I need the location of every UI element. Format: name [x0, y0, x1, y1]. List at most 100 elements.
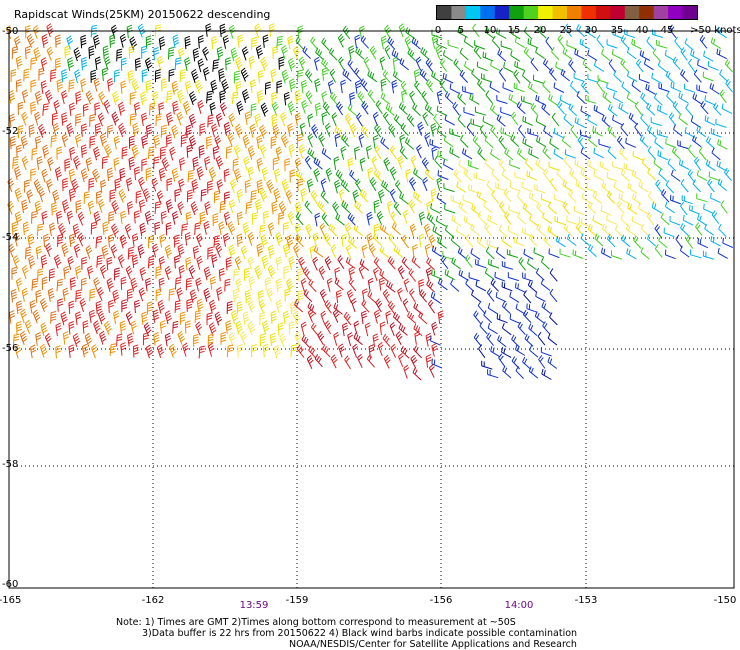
wind-barb — [245, 201, 252, 215]
wind-barb — [494, 271, 506, 282]
wind-barb — [198, 145, 205, 159]
wind-barb — [443, 159, 454, 171]
wind-barb — [210, 79, 218, 94]
wind-barb — [44, 333, 52, 348]
wind-barb — [359, 258, 370, 271]
wind-barb — [216, 46, 224, 61]
wind-barb — [347, 59, 355, 73]
wind-barb — [645, 83, 656, 95]
wind-barb — [696, 125, 707, 138]
wind-barb — [294, 331, 302, 346]
wind-barb — [606, 172, 618, 182]
wind-barb — [522, 272, 534, 282]
wind-barb — [490, 278, 499, 292]
wind-barb — [38, 67, 45, 81]
wind-barb — [412, 367, 422, 381]
wind-barb — [61, 133, 69, 148]
wind-barb — [198, 345, 205, 359]
wind-barb — [212, 213, 219, 227]
wind-barb — [287, 101, 296, 116]
wind-barb — [237, 344, 243, 358]
wind-barb — [437, 310, 444, 324]
wind-barb — [267, 264, 276, 279]
wind-barb — [717, 139, 728, 150]
wind-barb — [664, 49, 675, 62]
wind-barb — [259, 188, 268, 203]
wind-barb — [403, 364, 410, 379]
wind-barb — [379, 56, 386, 71]
wind-barb — [658, 235, 668, 248]
wind-barb — [296, 69, 304, 83]
wind-barb — [85, 245, 93, 260]
wind-barb — [616, 135, 625, 150]
wind-barb — [164, 244, 173, 259]
wind-barb — [501, 281, 513, 292]
wind-barb — [680, 223, 689, 236]
wind-barb — [68, 188, 76, 202]
wind-barb — [314, 78, 321, 93]
wind-barb — [661, 189, 670, 203]
wind-barb — [574, 159, 586, 170]
wind-barb — [506, 249, 519, 258]
wind-barb — [711, 147, 721, 161]
wind-barb — [453, 58, 462, 72]
wind-barb — [587, 73, 599, 83]
wind-barb — [41, 276, 48, 290]
wind-barb — [145, 79, 152, 94]
wind-barb — [366, 232, 373, 247]
wind-barb — [528, 366, 539, 379]
wind-barb — [207, 114, 214, 128]
wind-barb — [509, 159, 521, 170]
wind-barb — [147, 255, 155, 269]
wind-barb — [197, 58, 205, 73]
wind-barb — [194, 222, 201, 236]
wind-barb — [21, 89, 29, 104]
wind-barb — [52, 122, 60, 137]
wind-barb — [312, 232, 320, 247]
wind-barb — [449, 83, 461, 95]
wind-barb — [401, 256, 410, 270]
wind-barb — [179, 311, 186, 325]
wind-barb — [129, 113, 137, 126]
wind-barb — [620, 123, 629, 137]
wind-barb — [722, 237, 734, 249]
wind-barb — [688, 58, 696, 73]
wind-barb — [437, 278, 448, 291]
wind-barb — [413, 68, 421, 83]
wind-barb — [22, 221, 30, 236]
wind-barb — [75, 289, 82, 303]
wind-barb — [535, 291, 546, 302]
wind-barb — [376, 210, 384, 225]
wind-barb — [373, 267, 379, 282]
wind-barb — [426, 279, 435, 293]
wind-barb — [153, 134, 161, 149]
wind-barb — [378, 277, 386, 291]
wind-barb — [207, 333, 214, 347]
wind-barb — [129, 91, 136, 105]
wind-barb — [305, 223, 313, 238]
wind-barb — [375, 298, 383, 313]
wind-barb — [216, 286, 223, 301]
wind-barb — [710, 192, 721, 204]
wind-barb — [679, 245, 690, 258]
wind-barb — [697, 237, 709, 249]
wind-barb — [606, 234, 616, 248]
wind-barb — [155, 113, 162, 127]
wind-barb — [81, 256, 87, 270]
wind-barb — [496, 95, 508, 104]
legend-label: 5 — [457, 25, 465, 36]
wind-barb — [275, 231, 283, 246]
wind-barb — [222, 233, 230, 247]
wind-barb — [399, 58, 410, 71]
wind-barb — [436, 192, 447, 205]
wind-barb — [23, 68, 30, 82]
wind-barb — [412, 244, 418, 258]
wind-barb — [690, 116, 701, 128]
wind-barb — [159, 233, 166, 248]
wind-barb — [287, 123, 294, 137]
wind-barb — [16, 300, 23, 314]
wind-barb — [638, 180, 649, 193]
wind-barb — [219, 200, 227, 214]
wind-barb — [389, 188, 396, 203]
wind-barb — [297, 25, 304, 39]
